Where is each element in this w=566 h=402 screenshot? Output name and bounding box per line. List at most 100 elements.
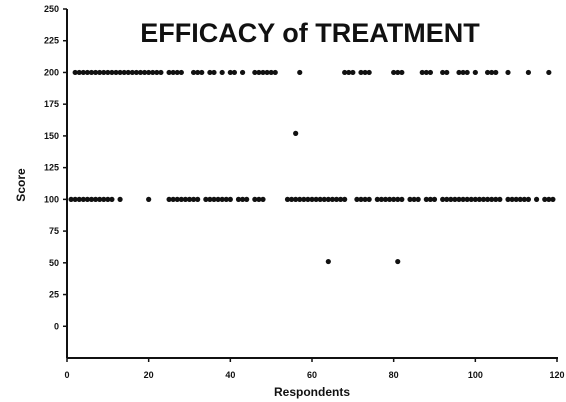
- data-point: [321, 196, 327, 202]
- data-point: [109, 196, 115, 202]
- data-point: [456, 196, 462, 202]
- data-point: [211, 196, 217, 202]
- data-point: [440, 196, 446, 202]
- data-point: [129, 69, 135, 76]
- data-point: [301, 196, 307, 202]
- data-point: [354, 196, 360, 202]
- data-point: [92, 196, 99, 202]
- y-tick-label: 225: [44, 36, 59, 46]
- data-point: [411, 196, 417, 202]
- data-point: [391, 196, 397, 202]
- data-point: [105, 69, 111, 76]
- data-point: [174, 196, 180, 202]
- data-point: [113, 69, 119, 76]
- data-point: [419, 69, 425, 76]
- data-point: [203, 196, 209, 202]
- data-point: [288, 196, 295, 202]
- data-point: [325, 196, 331, 202]
- data-point: [444, 69, 450, 76]
- data-point: [407, 196, 413, 202]
- data-point: [399, 69, 405, 76]
- data-point: [133, 69, 140, 76]
- x-tick-label: 60: [307, 370, 317, 380]
- data-point: [211, 69, 217, 76]
- data-point: [415, 196, 421, 202]
- data-point: [489, 196, 495, 202]
- data-point: [525, 69, 532, 76]
- data-point: [141, 69, 148, 76]
- data-point: [117, 69, 123, 76]
- data-point: [146, 69, 152, 76]
- data-point: [105, 196, 111, 202]
- x-tick-label: 100: [468, 370, 483, 380]
- data-point: [186, 196, 193, 202]
- data-point: [423, 196, 429, 202]
- data-point: [174, 69, 180, 76]
- data-point: [252, 69, 258, 76]
- data-point: [84, 69, 91, 76]
- y-axis-title: Score: [14, 168, 28, 202]
- data-point: [146, 196, 152, 202]
- data-point: [464, 196, 470, 202]
- x-axis-ticks: 0 20 40 60 80 100 120: [64, 358, 565, 380]
- data-point: [72, 196, 78, 202]
- data-point: [505, 196, 511, 202]
- data-point: [199, 69, 205, 76]
- data-point: [358, 196, 364, 202]
- data-point: [493, 69, 499, 76]
- data-point: [399, 196, 405, 202]
- data-point: [170, 69, 176, 76]
- data-point: [472, 69, 478, 76]
- data-point: [342, 196, 348, 202]
- data-point: [468, 196, 474, 202]
- data-point: [489, 69, 495, 76]
- data-point: [125, 69, 131, 76]
- data-point: [546, 196, 552, 202]
- data-point: [101, 196, 107, 202]
- y-tick-label: 0: [54, 321, 59, 331]
- data-point: [427, 69, 434, 76]
- data-points: [68, 69, 556, 265]
- data-point: [333, 196, 340, 202]
- data-point: [76, 196, 82, 202]
- data-point: [154, 69, 160, 76]
- data-point: [309, 196, 315, 202]
- data-point: [256, 196, 262, 202]
- data-point: [97, 196, 103, 202]
- data-point: [223, 196, 229, 202]
- data-point: [80, 69, 86, 76]
- data-point: [497, 196, 503, 202]
- data-point: [284, 196, 291, 202]
- data-point: [170, 196, 176, 202]
- y-tick-label: 200: [44, 67, 59, 77]
- data-point: [166, 196, 172, 202]
- data-point: [137, 69, 144, 76]
- data-point: [227, 69, 233, 76]
- data-point: [342, 69, 348, 76]
- data-point: [546, 69, 552, 76]
- data-point: [84, 196, 91, 202]
- data-point: [444, 196, 450, 202]
- data-point: [195, 196, 201, 202]
- data-point: [239, 196, 246, 202]
- data-point: [366, 69, 372, 76]
- data-point: [509, 196, 515, 202]
- data-point: [423, 69, 429, 76]
- y-axis-ticks: 0 25 50 75 100 125 150 175 200 225 250: [44, 4, 67, 331]
- y-tick-label: 75: [49, 226, 59, 236]
- data-point: [525, 196, 532, 202]
- x-tick-label: 120: [549, 370, 564, 380]
- data-point: [493, 196, 499, 202]
- data-point: [521, 196, 527, 202]
- data-point: [472, 196, 478, 202]
- data-point: [317, 196, 323, 202]
- data-point: [178, 69, 184, 76]
- data-point: [109, 69, 115, 76]
- data-point: [72, 69, 78, 76]
- data-point: [264, 69, 270, 76]
- data-point: [325, 258, 331, 265]
- data-point: [121, 69, 127, 76]
- data-point: [374, 196, 380, 202]
- data-point: [350, 69, 356, 76]
